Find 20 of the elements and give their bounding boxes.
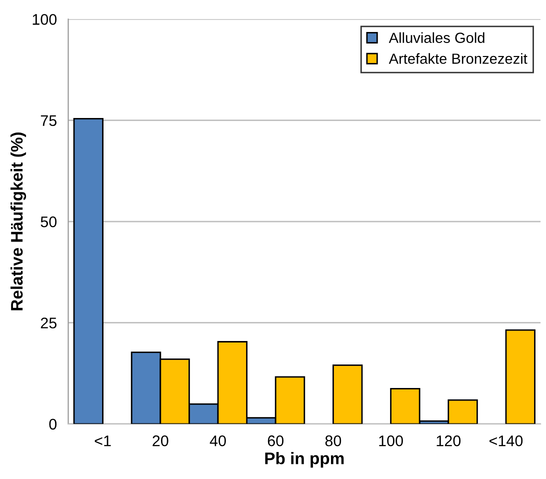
bar [73, 118, 104, 424]
x-tick-label: 120 [436, 435, 461, 446]
x-axis-title: Pb in ppm [265, 452, 344, 468]
x-tick-label: <140 [490, 435, 523, 446]
legend-label: Alluviales Gold [388, 32, 484, 43]
x-tick-label: 100 [379, 435, 403, 446]
x-tick-label: <1 [94, 436, 111, 446]
x-tick-label: 20 [152, 435, 168, 446]
x-tick-label: 60 [268, 435, 284, 446]
x-tick-label: 80 [325, 435, 342, 446]
bar [505, 329, 536, 424]
y-axis-title: Relative Häufigkeit (%) [10, 132, 26, 310]
y-tick-label: 25 [40, 318, 56, 328]
y-tick-label: 50 [40, 216, 57, 228]
legend-label: Artefakte Bronzezezit [388, 53, 528, 64]
y-tick-label: 0 [49, 418, 57, 430]
x-tick-label: 40 [210, 435, 226, 446]
y-tick-label: 100 [32, 14, 57, 25]
bar [332, 364, 363, 424]
y-tick-label: 75 [40, 115, 56, 126]
